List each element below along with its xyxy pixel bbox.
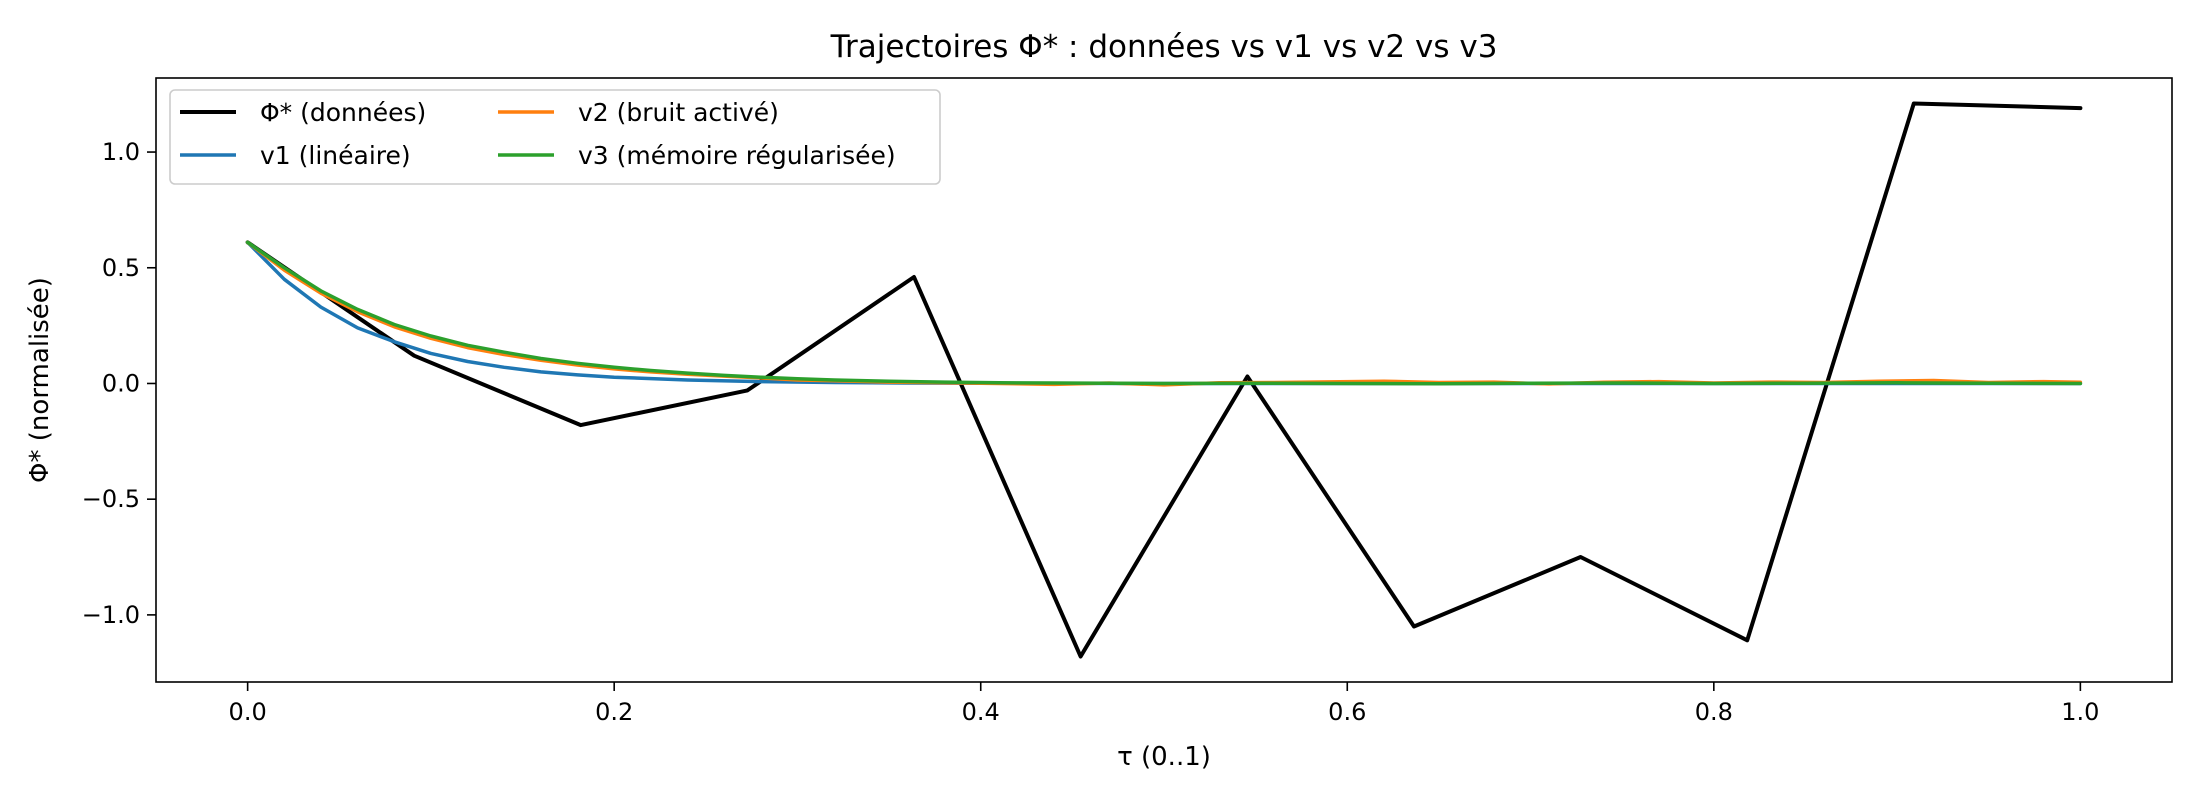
legend-label-2: v1 (linéaire) [260,141,411,170]
series-lines [245,101,2083,659]
x-tick-label: 0.2 [595,698,633,726]
x-axis: 0.0 0.2 0.4 0.6 0.8 1.0 [229,682,2099,726]
plot-area-frame [155,77,2173,683]
series-line-1 [245,101,2083,659]
chart-title: Trajectoires Φ* : données vs v1 vs v2 vs… [830,29,1498,65]
legend-label-1: Φ* (données) [260,98,426,127]
series-line-2 [245,240,2083,386]
y-axis: −1.0 −0.5 0.0 0.5 1.0 [82,138,156,629]
series-line-3 [245,240,2083,387]
y-tick-label: 0.5 [102,254,140,282]
x-tick-label: 0.8 [1695,698,1733,726]
y-tick-label: 0.0 [102,369,140,397]
legend-label-4: v3 (mémoire régularisée) [578,141,896,170]
legend: Φ* (données) v1 (linéaire) v2 (bruit activ… [169,89,941,185]
y-tick-label: 1.0 [102,138,140,166]
y-tick-label: −0.5 [82,485,140,513]
x-tick-label: 0.6 [1328,698,1366,726]
legend-label-3: v2 (bruit activé) [578,98,779,127]
series-line-4 [245,240,2083,386]
x-tick-label: 0.0 [229,698,267,726]
y-tick-label: −1.0 [82,601,140,629]
y-axis-label: Φ* (normalisée) [25,277,55,483]
x-tick-label: 0.4 [962,698,1000,726]
legend-frame [169,89,941,185]
x-axis-label: τ (0..1) [1117,742,1211,772]
x-tick-label: 1.0 [2061,698,2099,726]
